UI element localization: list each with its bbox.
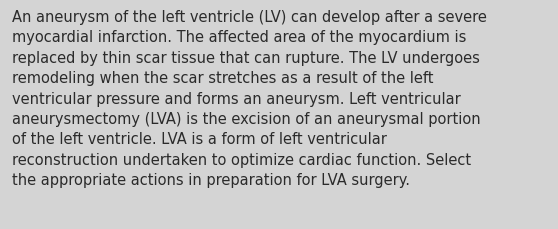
Text: An aneurysm of the left ventricle (LV) can develop after a severe
myocardial inf: An aneurysm of the left ventricle (LV) c…	[12, 10, 487, 187]
